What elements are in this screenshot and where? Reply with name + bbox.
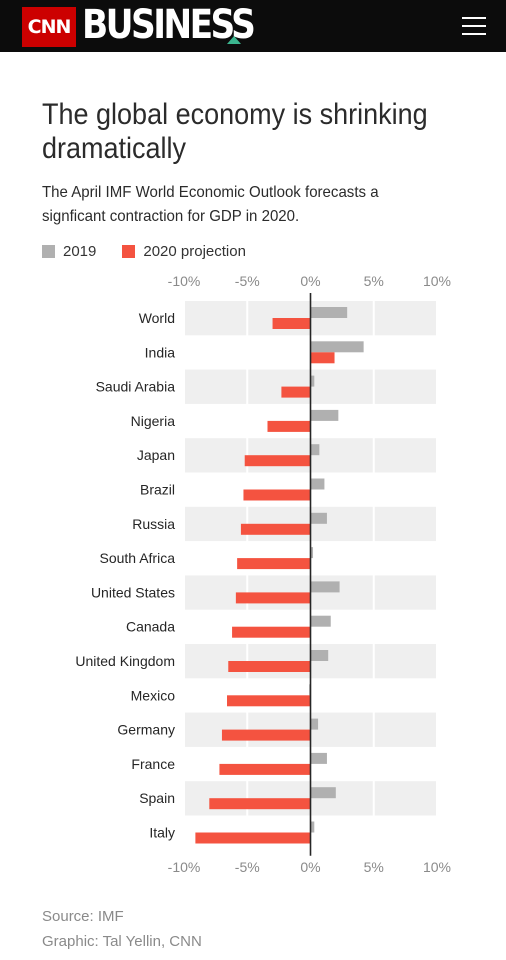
x-tick-label-bottom: 10% <box>423 859 451 875</box>
bar-2019 <box>310 615 331 627</box>
category-label: United Kingdom <box>75 653 175 669</box>
bar-2019 <box>310 512 327 524</box>
bar-2019 <box>310 375 315 387</box>
legend-label-2019: 2019 <box>63 242 97 260</box>
bar-2019 <box>310 752 327 764</box>
bar-2019 <box>310 821 315 833</box>
category-label: Germany <box>117 722 175 738</box>
bar-2019 <box>310 341 364 353</box>
category-label: Spain <box>139 790 175 806</box>
x-tick-label-bottom: -5% <box>235 859 260 875</box>
category-label: Saudi Arabia <box>96 379 176 395</box>
bar-2019 <box>310 787 336 799</box>
x-tick-label-top: -5% <box>235 273 260 289</box>
category-label: Japan <box>137 447 175 463</box>
chart-legend: 2019 2020 projection <box>42 242 272 260</box>
section-title[interactable]: BUSINESS <box>82 2 256 48</box>
bar-2020 <box>221 729 311 741</box>
bar-2019 <box>310 718 319 730</box>
category-label: United States <box>91 584 175 600</box>
x-tick-label-top: 0% <box>300 273 320 289</box>
bar-2020 <box>272 318 311 329</box>
bar-2020 <box>237 558 311 570</box>
bar-2019 <box>310 307 348 318</box>
bar-2020 <box>219 763 311 775</box>
category-label: Mexico <box>131 687 176 703</box>
x-tick-label-bottom: 0% <box>300 859 320 875</box>
hamburger-menu-icon[interactable] <box>458 12 490 40</box>
category-label: South Africa <box>100 550 176 566</box>
category-label: World <box>139 310 175 326</box>
legend-item-2020: 2020 projection <box>122 243 246 260</box>
category-label: India <box>145 344 176 360</box>
legend-item-2019: 2019 <box>42 243 96 260</box>
triangle-icon <box>227 36 241 44</box>
gdp-bar-chart: -10% -10% -5% -5% 0% 0% 5% 5% 10% 10% World India Sa… <box>75 273 451 875</box>
category-label: Nigeria <box>131 413 176 429</box>
category-label: France <box>131 756 175 772</box>
category-label: Brazil <box>140 482 175 498</box>
bar-2019 <box>310 444 320 456</box>
bar-2020 <box>195 832 311 844</box>
x-tick-label-top: 5% <box>364 273 384 289</box>
bar-2019 <box>310 581 340 593</box>
graphic-credit: Graphic: Tal Yellin, CNN <box>42 933 202 950</box>
x-tick-label-top: 10% <box>423 273 451 289</box>
category-label: Canada <box>126 619 175 635</box>
bar-2020 <box>243 489 311 501</box>
bar-2019 <box>310 478 325 490</box>
bar-2020 <box>240 523 311 535</box>
x-tick-label-top: -10% <box>168 273 201 289</box>
bar-2020 <box>235 592 311 604</box>
bar-2020 <box>310 352 335 364</box>
bar-2019 <box>310 409 339 421</box>
source-note: Source: IMF <box>42 908 124 925</box>
bar-2019 <box>310 650 329 661</box>
bar-2020 <box>227 695 311 707</box>
x-tick-label-bottom: 5% <box>364 859 384 875</box>
category-label: Russia <box>132 516 175 532</box>
legend-swatch-2020 <box>122 244 136 258</box>
category-label: Italy <box>149 825 175 841</box>
bar-2020 <box>232 626 311 638</box>
top-navigation-bar: CNN BUSINESS <box>0 0 506 52</box>
bar-2020 <box>267 420 311 432</box>
legend-swatch-2019 <box>42 244 55 258</box>
bar-2019 <box>310 547 314 559</box>
legend-label-2020: 2020 projection <box>143 242 246 260</box>
x-tick-label-bottom: -10% <box>168 859 201 875</box>
cnn-logo[interactable]: CNN <box>22 7 76 47</box>
bar-2020 <box>281 386 311 398</box>
chart-title: The global economy is shrinking dramatic… <box>42 98 428 165</box>
bar-2020 <box>209 798 311 810</box>
bar-2020 <box>244 455 311 467</box>
chart-subtitle: The April IMF World Economic Outlook for… <box>42 184 379 225</box>
bar-2020 <box>228 661 311 672</box>
